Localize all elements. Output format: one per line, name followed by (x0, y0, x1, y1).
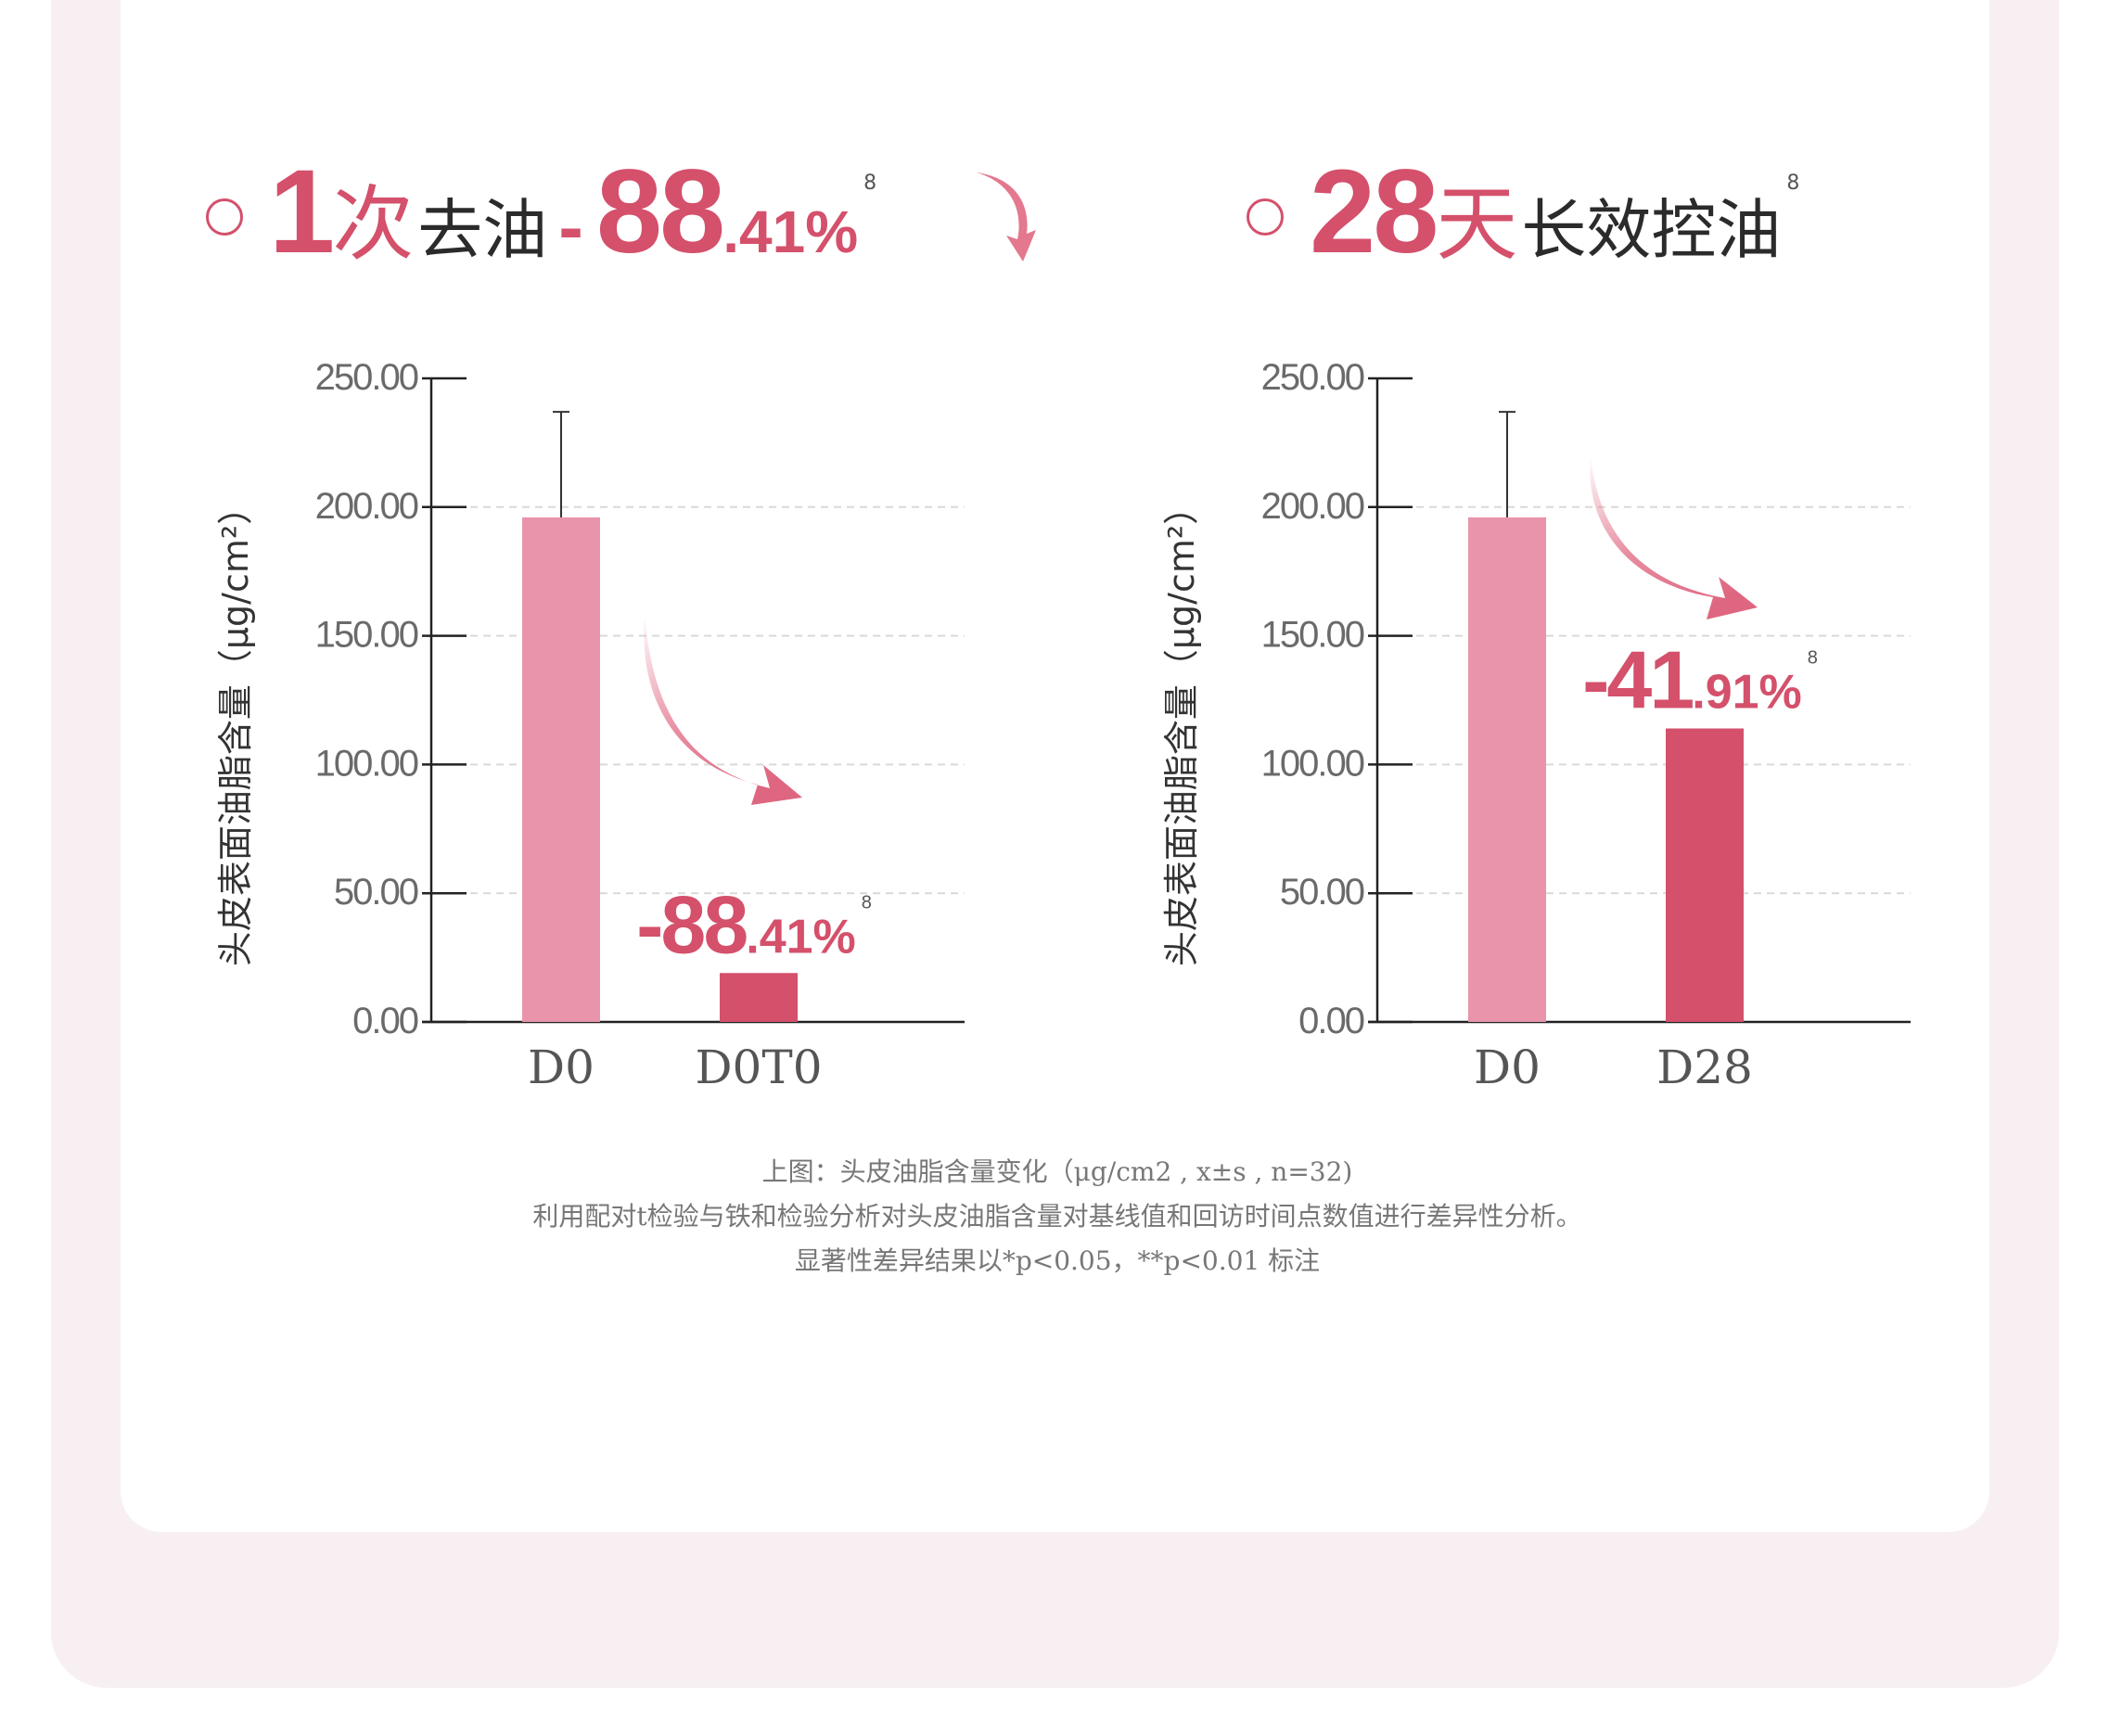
bar-d28 (1666, 728, 1744, 1022)
note-line-2: 利用配对t检验与铁和检验分析对头皮油脂含量对基线值和回访时间点数值进行差异性分析… (532, 1201, 1582, 1232)
curved-arrow-icon (1590, 454, 1758, 619)
heading-left-unit: 次 (332, 176, 415, 272)
y-tick-label: 250.00 (315, 357, 418, 398)
y-tick-label: 150.00 (1261, 615, 1364, 656)
x-tick-label: D0 (1474, 1040, 1541, 1094)
y-tick-label: 150.00 (315, 615, 418, 656)
x-tick-label: D0 (528, 1040, 595, 1094)
y-tick-label: 50.00 (1280, 872, 1364, 913)
heading-left-value-main: 88 (595, 146, 725, 278)
heading-left-minus: - (558, 185, 583, 268)
x-tick-label: D0T0 (695, 1040, 822, 1094)
heading-right-footnote: 8 (1786, 172, 1800, 195)
heading-right-number: 28 (1310, 146, 1439, 278)
y-tick-label: 100.00 (1261, 743, 1364, 784)
chart-right: 0.00 50.00 100.00 150.00 200.00 250.00 头皮表面油脂含… (1161, 357, 1911, 1094)
y-axis-label: 头皮表面油脂含量（μg/cm²） (1161, 490, 1202, 966)
y-tick-label: 0.00 (352, 1001, 418, 1041)
bar-d0 (522, 517, 600, 1022)
x-tick-label: D28 (1656, 1040, 1753, 1094)
chart-left: 0.00 50.00 100.00 150.00 200.00 250.00 头皮表面油脂含… (215, 357, 965, 1094)
y-tick-label: 50.00 (334, 872, 418, 913)
y-tick-label: 250.00 (1261, 357, 1364, 398)
bar-d0t0 (720, 973, 798, 1022)
note-line-1: 上图：头皮油脂含量变化（μg/cm2 , x±s , n=32) (761, 1156, 1353, 1187)
note-line-3: 显著性差异结果以*p<0.05，**p<0.01 标注 (794, 1245, 1321, 1276)
heading-left-value-frac: .41% (723, 198, 859, 265)
change-annotation: -41.91%8 (1582, 634, 1818, 726)
heading-left-footnote: 8 (863, 172, 877, 195)
heading-right: 28 天 长效控油 8 (1247, 144, 1800, 278)
y-axis-label: 头皮表面油脂含量（μg/cm²） (215, 490, 256, 966)
circle-bullet-icon (1247, 198, 1284, 236)
heading-right-label: 长效控油 (1521, 192, 1782, 268)
curved-arrow-icon (644, 612, 802, 805)
heading-left: 1 次 去油 - 88 .41% 8 (206, 144, 877, 278)
footnotes: 上图：头皮油脂含量变化（μg/cm2 , x±s , n=32) 利用配对t检验… (278, 1150, 1836, 1283)
down-arrow-icon (977, 172, 1036, 262)
heading-left-number: 1 (269, 146, 335, 278)
change-annotation: -88.41%8 (636, 878, 872, 970)
y-tick-label: 200.00 (315, 486, 418, 527)
bar-d0 (1468, 517, 1546, 1022)
heading-left-label: 去油 (417, 192, 548, 268)
heading-right-unit: 天 (1436, 176, 1518, 272)
y-tick-label: 0.00 (1298, 1001, 1364, 1041)
circle-bullet-icon (206, 198, 243, 236)
y-tick-label: 200.00 (1261, 486, 1364, 527)
y-tick-label: 100.00 (315, 743, 418, 784)
